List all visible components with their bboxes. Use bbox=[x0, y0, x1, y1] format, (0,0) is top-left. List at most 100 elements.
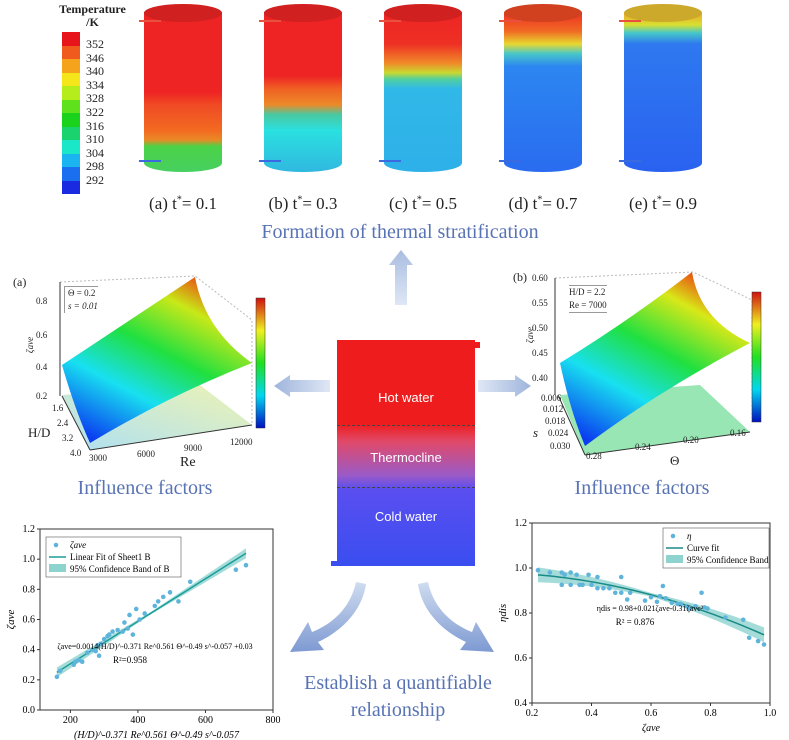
data-point bbox=[155, 599, 161, 604]
colorbar-swatch bbox=[62, 167, 80, 181]
y-axis bbox=[61, 395, 91, 451]
x-tick-label: 0.6 bbox=[645, 708, 658, 719]
caption-prefix: (a) t bbox=[149, 194, 177, 213]
tank-lid bbox=[144, 4, 222, 22]
data-point bbox=[127, 612, 132, 618]
thermocline-label: Thermocline bbox=[370, 450, 442, 465]
influence-heading-left: Influence factors bbox=[77, 477, 213, 499]
y-tick-label: 0.8 bbox=[515, 608, 528, 619]
data-point bbox=[580, 582, 585, 588]
data-point bbox=[535, 567, 541, 573]
tank-snapshot bbox=[264, 4, 342, 180]
ztick-b: 0.60 bbox=[532, 273, 548, 283]
x-tick-label: 0.2 bbox=[526, 708, 539, 719]
regression-chart-zeta: 200 400 600 800 0.0 0.2 0.4 0.6 0.8 1.0 1.2 ζave Lin… bbox=[5, 524, 281, 740]
y-tick-label: 1.0 bbox=[23, 554, 36, 565]
y-tick-label: 1.0 bbox=[515, 563, 528, 574]
r-squared: R² = 0.876 bbox=[616, 617, 655, 627]
data-point bbox=[761, 642, 767, 647]
data-point bbox=[133, 606, 139, 612]
establish-line1: Establish a quantifiable bbox=[304, 672, 492, 694]
data-point bbox=[176, 599, 181, 604]
x-axis-label: (H/D)^-0.371 Re^0.561 Θ^-0.49 s^-0.057 bbox=[74, 730, 240, 740]
hot-water-label: Hot water bbox=[378, 390, 434, 405]
tank-snapshot bbox=[504, 4, 582, 180]
ytick-a: 4.0 bbox=[70, 448, 82, 458]
colorbar-swatch bbox=[62, 126, 80, 140]
ytick-a: 1.6 bbox=[52, 403, 64, 413]
ylabel-b: s bbox=[533, 425, 539, 440]
caption-value: = 0.7 bbox=[542, 194, 578, 213]
annotation-a-theta: Θ = 0.2 bbox=[68, 288, 96, 298]
data-point bbox=[125, 626, 131, 631]
data-point bbox=[693, 603, 698, 609]
data-point bbox=[568, 570, 573, 575]
ytick-b: 0.024 bbox=[548, 428, 569, 438]
fit-equation: ζave=0.0014(H/D)^-0.371 Re^0.561 Θ^-0.49… bbox=[57, 642, 252, 651]
x-tick-label: 0.8 bbox=[704, 708, 717, 719]
hot-pipe bbox=[139, 20, 161, 22]
tank-body bbox=[144, 12, 222, 172]
tank-lid bbox=[384, 4, 462, 22]
legend-marker-band bbox=[49, 564, 66, 572]
data-point bbox=[705, 606, 710, 611]
caption-value: = 0.3 bbox=[302, 194, 338, 213]
y-tick-label: 0.2 bbox=[23, 675, 36, 686]
curved-arrow-right-icon bbox=[418, 582, 494, 652]
caption-value: = 0.1 bbox=[181, 194, 217, 213]
y-tick-label: 0.4 bbox=[23, 645, 36, 656]
data-point bbox=[669, 600, 675, 606]
legend-box bbox=[45, 536, 182, 578]
establish-heading: Establish a quantifiable relationship bbox=[248, 670, 548, 724]
data-point bbox=[96, 653, 102, 658]
data-point bbox=[122, 620, 127, 625]
legend-label: 352 bbox=[86, 37, 104, 51]
caption-prefix: (e) t bbox=[629, 194, 657, 213]
data-point bbox=[79, 659, 85, 665]
legend-label: 292 bbox=[86, 173, 104, 187]
colorbar-swatch bbox=[62, 99, 80, 113]
hot-pipe bbox=[619, 20, 641, 22]
legend-label: 328 bbox=[86, 91, 104, 106]
y-tick-label: 0.4 bbox=[515, 698, 528, 709]
colorbar-swatch bbox=[62, 153, 80, 167]
data-point bbox=[687, 606, 692, 611]
annotation-a: Θ = 0.2 s = 0.01 bbox=[64, 286, 98, 313]
ztick-a: 0.8 bbox=[36, 296, 48, 306]
data-point bbox=[106, 632, 112, 637]
data-point bbox=[642, 598, 648, 603]
arrow-up-icon bbox=[389, 250, 413, 305]
data-point bbox=[130, 632, 136, 637]
data-point bbox=[547, 570, 553, 575]
temperature-colorbar bbox=[62, 32, 80, 194]
xtick-a: 12000 bbox=[230, 437, 253, 447]
arrow-right-icon bbox=[478, 375, 531, 397]
establish-line2: relationship bbox=[350, 699, 446, 721]
legend-label: 334 bbox=[86, 77, 104, 92]
data-point bbox=[663, 596, 669, 601]
colorbar-swatch bbox=[62, 72, 80, 86]
surface-a bbox=[62, 277, 252, 443]
data-point bbox=[233, 567, 239, 573]
colorbar-swatch bbox=[62, 113, 80, 127]
ztick-b: 0.40 bbox=[532, 373, 548, 383]
x-tick-label: 200 bbox=[63, 715, 78, 726]
data-point bbox=[654, 599, 660, 605]
legend-label: 340 bbox=[86, 64, 104, 79]
y-axis bbox=[557, 394, 586, 456]
caption-sup: * bbox=[297, 194, 303, 206]
legend-marker-points bbox=[670, 533, 676, 539]
tank-body bbox=[504, 12, 582, 172]
data-point bbox=[110, 629, 115, 634]
xlabel-a: Re bbox=[180, 455, 196, 470]
colorbar-swatch bbox=[62, 32, 80, 46]
annotation-b-hd: H/D = 2.2 bbox=[569, 287, 606, 297]
caption-sup: * bbox=[416, 194, 422, 206]
x-axis bbox=[584, 431, 751, 456]
y-axis-label: ζave bbox=[5, 610, 17, 630]
data-point bbox=[740, 617, 746, 623]
data-point bbox=[699, 590, 704, 596]
legend-entry: 95% Confidence Band bbox=[687, 555, 769, 565]
